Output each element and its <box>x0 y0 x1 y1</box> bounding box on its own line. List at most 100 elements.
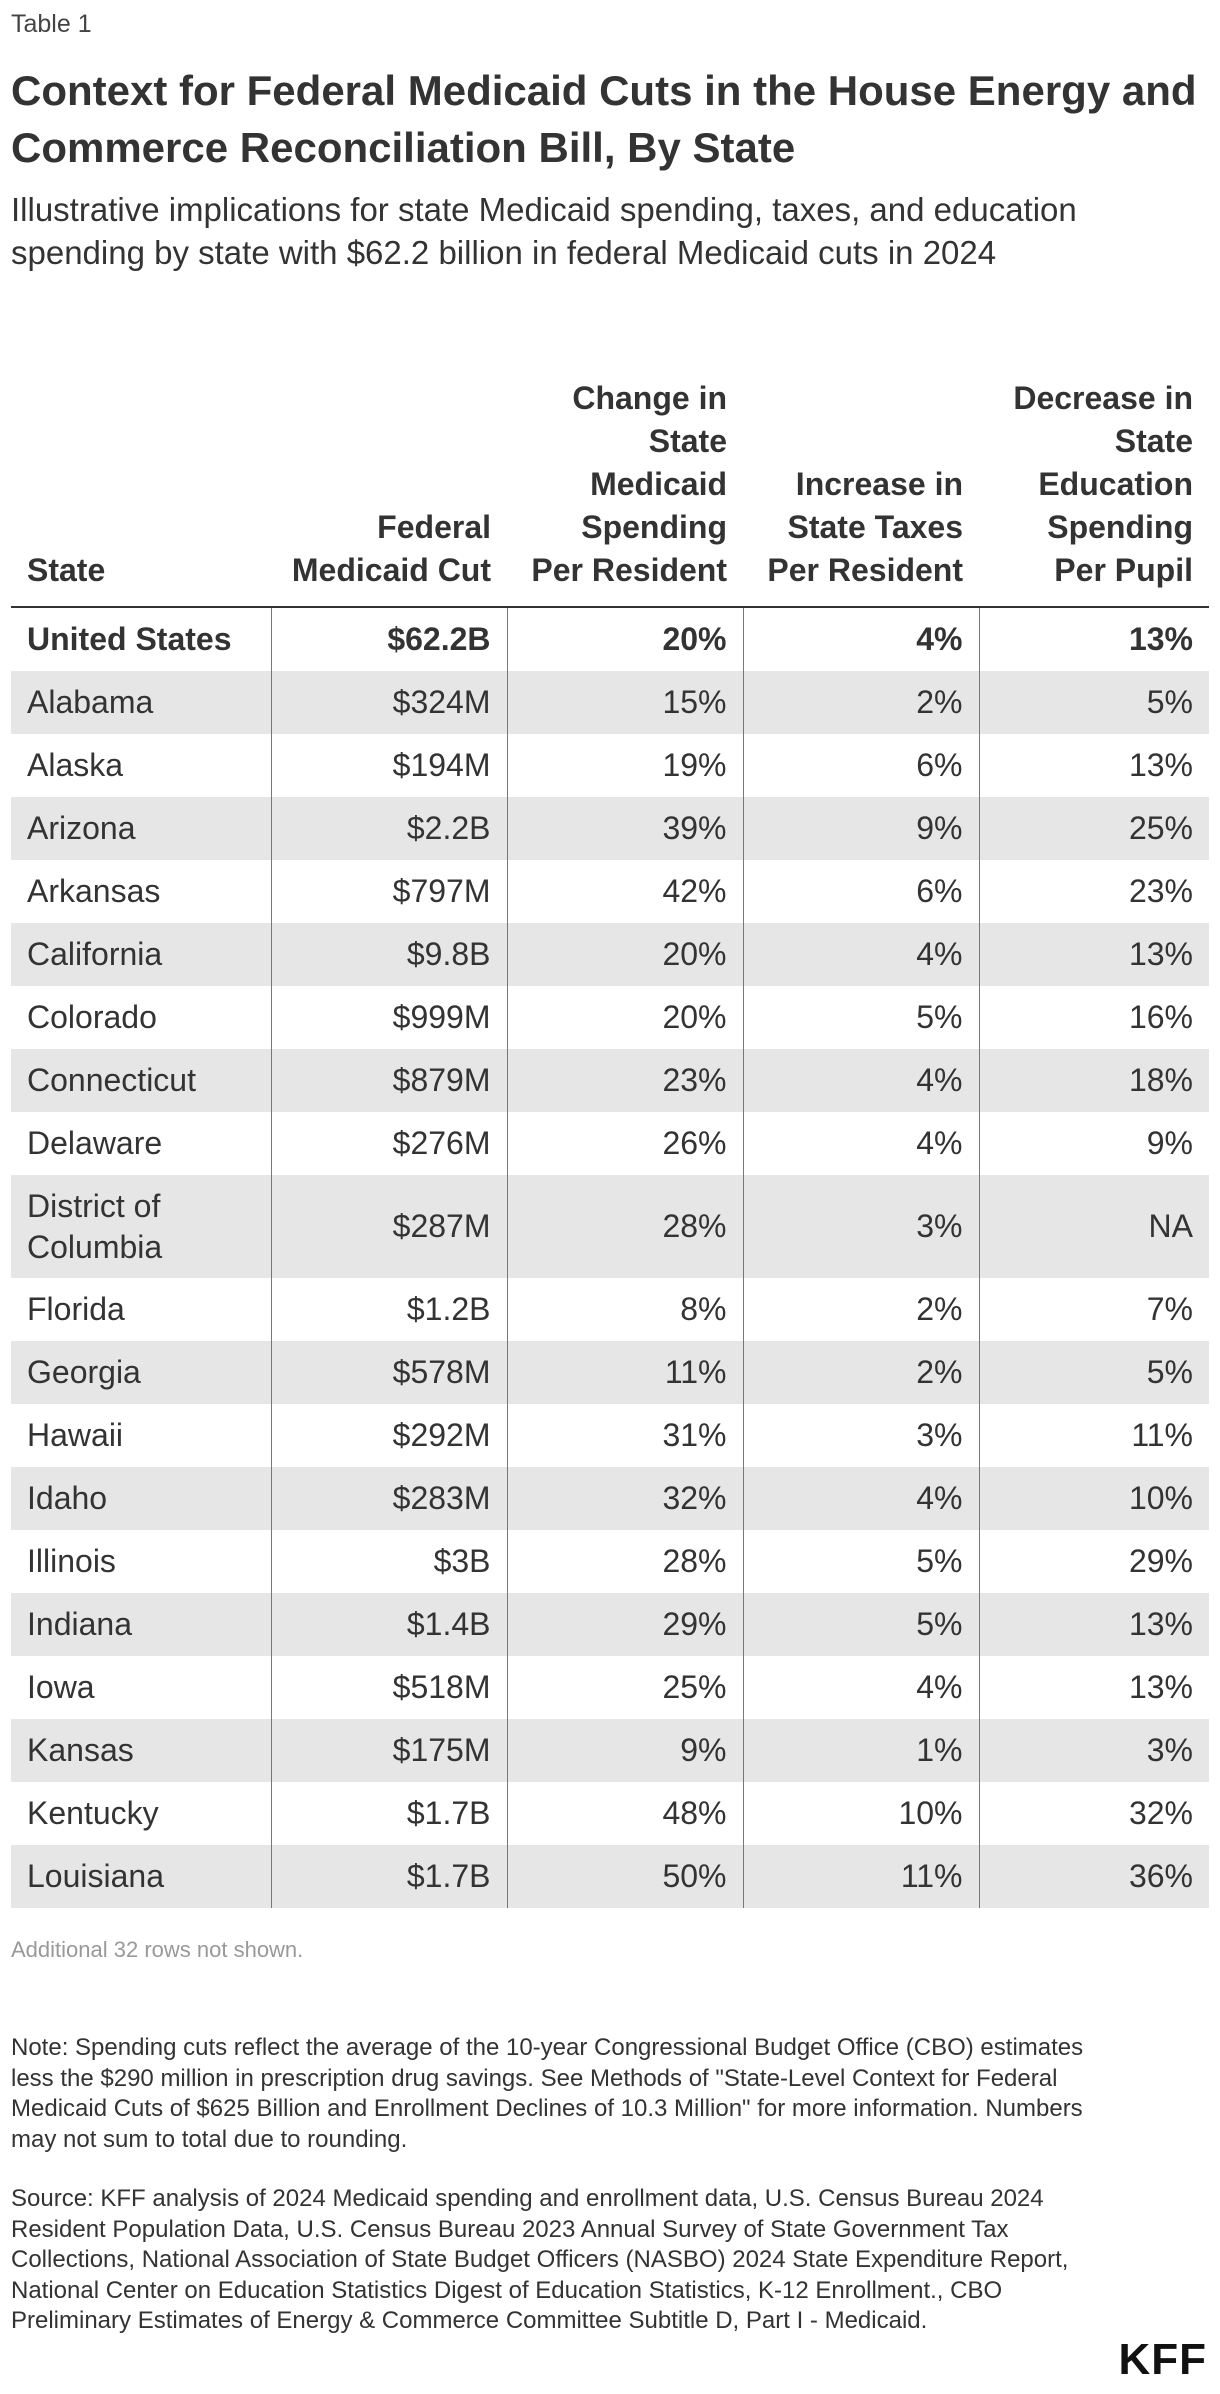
table-cell: $292M <box>270 1404 507 1467</box>
table-cell: 19% <box>506 734 743 797</box>
table-row: Indiana $1.4B 29% 5% 13% <box>11 1593 1209 1656</box>
table-cell: $276M <box>270 1112 507 1175</box>
table-cell: 32% <box>506 1467 743 1530</box>
table-cell: 9% <box>978 1112 1209 1175</box>
table-cell: 4% <box>742 923 979 986</box>
more-rows-note: Additional 32 rows not shown. <box>11 1937 304 1962</box>
table-row: Illinois $3B 28% 5% 29% <box>11 1530 1209 1593</box>
table-row: Arkansas $797M 42% 6% 23% <box>11 860 1209 923</box>
table-cell: 13% <box>978 607 1209 671</box>
table-cell: 5% <box>742 1530 979 1593</box>
medicaid-cuts-table: State Federal Medicaid Cut Change in Sta… <box>11 328 1209 1908</box>
table-cell: 42% <box>506 860 743 923</box>
table-cell: Kentucky <box>27 1795 159 1831</box>
table-cell: Delaware <box>27 1125 163 1161</box>
table-cell: $879M <box>270 1049 507 1112</box>
table-cell: Kansas <box>11 1719 271 1782</box>
table-row: California $9.8B 20% 4% 13% <box>11 923 1209 986</box>
table-cell: Louisiana <box>11 1845 271 1908</box>
table-row: Georgia $578M 11% 2% 5% <box>11 1341 1209 1404</box>
table-cell: 20% <box>506 986 743 1049</box>
table-row: Kansas $175M 9% 1% 3% <box>11 1719 1209 1782</box>
table-row: Louisiana $1.7B 50% 11% 36% <box>11 1845 1209 1908</box>
table-cell: Alabama <box>11 671 271 734</box>
table-cell: 36% <box>978 1845 1209 1908</box>
table-cell: 5% <box>978 671 1209 734</box>
table-cell: 25% <box>978 797 1209 860</box>
table-cell: 3% <box>742 1404 979 1467</box>
table-cell: District of Columbia <box>11 1175 271 1278</box>
table-cell: 29% <box>506 1593 743 1656</box>
table-cell: 4% <box>742 1112 979 1175</box>
table-cell: 2% <box>742 1341 979 1404</box>
table-cell: 5% <box>742 986 979 1049</box>
table-cell: 13% <box>978 1593 1209 1656</box>
table-cell: 48% <box>506 1782 743 1845</box>
table-cell: 6% <box>742 860 979 923</box>
table-cell: Idaho <box>11 1467 271 1530</box>
table-cell: 11% <box>742 1845 979 1908</box>
table-cell: 9% <box>742 797 979 860</box>
table-cell: Alaska <box>27 747 124 783</box>
table-cell: 28% <box>506 1530 743 1593</box>
table-cell: 39% <box>506 797 743 860</box>
table-cell: Arkansas <box>27 873 161 909</box>
table-cell: 8% <box>506 1278 743 1341</box>
table-row: Kentucky $1.7B 48% 10% 32% <box>11 1782 1209 1845</box>
table-cell: 23% <box>978 860 1209 923</box>
table-cell: 2% <box>742 671 979 734</box>
table-cell: California <box>11 923 271 986</box>
table-cell: $194M <box>270 734 507 797</box>
table-cell: $3B <box>270 1530 507 1593</box>
table-cell: 28% <box>506 1175 743 1278</box>
table-row: Florida $1.2B 8% 2% 7% <box>11 1278 1209 1341</box>
footnote: Note: Spending cuts reflect the average … <box>11 2034 1084 2153</box>
table-cell: 11% <box>978 1404 1209 1467</box>
table-cell: $1.2B <box>270 1278 507 1341</box>
table-cell: 13% <box>978 734 1209 797</box>
column-header-state: State <box>11 328 271 608</box>
column-header-education-spending: Decrease in State Education Spending Per… <box>979 328 1209 608</box>
table-cell: 4% <box>742 1656 979 1719</box>
table-cell: 4% <box>742 607 979 671</box>
column-header-federal-cut: Federal Medicaid Cut <box>271 328 507 608</box>
source-note: Source: KFF analysis of 2024 Medicaid sp… <box>11 2185 1069 2334</box>
table-cell: Florida <box>27 1291 125 1327</box>
table-cell: $1.7B <box>270 1845 507 1908</box>
table-cell: 9% <box>506 1719 743 1782</box>
table-cell: $287M <box>270 1175 507 1278</box>
table-cell: Hawaii <box>27 1417 124 1453</box>
table-cell: 10% <box>978 1467 1209 1530</box>
table-cell: 5% <box>978 1341 1209 1404</box>
table-row: Delaware $276M 26% 4% 9% <box>11 1112 1209 1175</box>
table-cell: $578M <box>270 1341 507 1404</box>
kff-logo: KFF <box>1118 2335 1207 2384</box>
table-row: Arizona $2.2B 39% 9% 25% <box>11 797 1209 860</box>
table-cell: 6% <box>742 734 979 797</box>
table-cell: $283M <box>270 1467 507 1530</box>
table-cell: 7% <box>978 1278 1209 1341</box>
page-subtitle: Illustrative implications for state Medi… <box>11 191 1077 271</box>
table-row: Iowa $518M 25% 4% 13% <box>11 1656 1209 1719</box>
table-cell: 13% <box>978 1656 1209 1719</box>
table-cell: $324M <box>270 671 507 734</box>
table-cell: 20% <box>506 923 743 986</box>
table-cell: Illinois <box>27 1543 116 1579</box>
header-row: State Federal Medicaid Cut Change in Sta… <box>11 328 1209 608</box>
table-cell: $797M <box>270 860 507 923</box>
table-cell: 11% <box>506 1341 743 1404</box>
table-cell: 20% <box>506 607 743 671</box>
table-cell: 29% <box>978 1530 1209 1593</box>
table-cell: Connecticut <box>11 1049 271 1112</box>
table-cell: 1% <box>742 1719 979 1782</box>
table-row: Idaho $283M 32% 4% 10% <box>11 1467 1209 1530</box>
table-cell: 23% <box>506 1049 743 1112</box>
table-cell: 25% <box>506 1656 743 1719</box>
table-cell: Iowa <box>27 1669 95 1705</box>
table-cell: $999M <box>270 986 507 1049</box>
table-cell: $1.7B <box>270 1782 507 1845</box>
table-cell: $62.2B <box>270 607 507 671</box>
table-cell: $2.2B <box>270 797 507 860</box>
table-cell: NA <box>978 1175 1209 1278</box>
table-cell: 32% <box>978 1782 1209 1845</box>
